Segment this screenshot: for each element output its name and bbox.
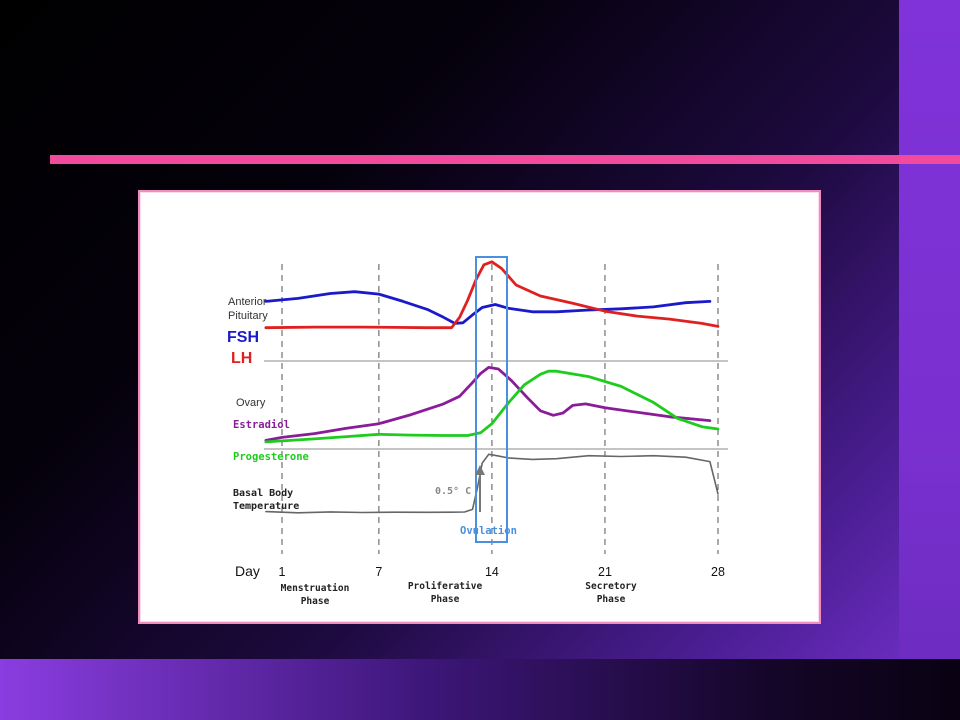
bbt-title-line1: Basal Body (233, 488, 293, 499)
x-tick-label-28: 28 (711, 565, 725, 579)
bottom-purple-bar (0, 659, 960, 720)
phase-proliferative-name: Proliferative (408, 581, 483, 592)
lh-label: LH (231, 350, 252, 367)
ovulation-highlight-box (475, 256, 508, 543)
bbt-title-line2: Temperature (233, 501, 299, 512)
phase-secretory-sub: Phase (597, 594, 626, 605)
phase-menstruation-name: Menstruation (281, 583, 350, 594)
x-tick-label-7: 7 (375, 565, 382, 579)
basal-body-temperature-series-line (265, 453, 719, 514)
x-tick-label-21: 21 (598, 565, 612, 579)
lh-series-line (264, 260, 720, 330)
x-axis-label: Day (235, 563, 260, 579)
phase-menstruation-sub: Phase (301, 596, 330, 607)
pituitary-title-line2: Pituitary (228, 310, 268, 322)
series-layer (264, 260, 720, 514)
pink-accent-rule (50, 155, 960, 164)
progesterone-label: Progesterone (233, 451, 309, 463)
x-tick-labels: 1 7 14 21 28 (279, 565, 725, 579)
ovary-title: Ovary (236, 397, 266, 409)
estradiol-label: Estradiol (233, 419, 290, 431)
temperature-rise-label: 0.5° C (435, 486, 471, 497)
pituitary-title-line1: Anterior (228, 296, 267, 308)
progesterone-series-line (264, 369, 720, 444)
ovulation-label: Ovulation (460, 525, 517, 537)
right-purple-bar (899, 0, 960, 720)
fsh-series-line (264, 290, 712, 325)
temperature-rise-arrowhead (475, 465, 485, 475)
x-tick-label-1: 1 (279, 565, 286, 579)
phase-proliferative-sub: Phase (431, 594, 460, 605)
hormone-cycle-chart: Anterior Pituitary FSH LH Ovary Estradio… (227, 256, 728, 607)
chart-frame: Anterior Pituitary FSH LH Ovary Estradio… (138, 190, 821, 624)
phase-secretory-name: Secretory (585, 581, 637, 592)
estradiol-series-line (264, 365, 712, 442)
x-tick-label-14: 14 (485, 565, 499, 579)
fsh-label: FSH (227, 329, 259, 346)
